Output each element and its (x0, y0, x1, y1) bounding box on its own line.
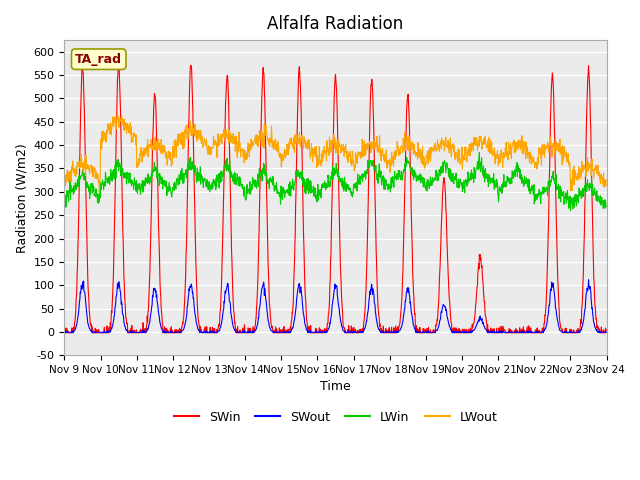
SWin (420, 326, 428, 332)
SWin (61, 328, 68, 334)
LWout (168, 158, 176, 164)
SWin (243, 330, 250, 336)
Line: SWout: SWout (65, 280, 606, 332)
SWout (602, 329, 610, 335)
SWout (242, 329, 250, 335)
LWin (602, 204, 610, 209)
SWin (491, 330, 499, 336)
LWin (566, 208, 574, 214)
SWout (61, 329, 68, 335)
Legend: SWin, SWout, LWin, LWout: SWin, SWout, LWin, LWout (168, 406, 502, 429)
LWout (491, 155, 499, 160)
LWin (242, 197, 250, 203)
Y-axis label: Radiation (W/m2): Radiation (W/m2) (15, 143, 28, 252)
SWin (61, 330, 68, 336)
SWout (538, 329, 546, 335)
SWout (490, 328, 498, 334)
LWout (114, 110, 122, 116)
SWin (168, 328, 176, 334)
Line: LWout: LWout (65, 113, 606, 192)
LWout (182, 131, 189, 137)
SWin (182, 273, 189, 278)
SWout (419, 328, 427, 334)
LWin (538, 189, 546, 194)
SWin (539, 325, 547, 331)
LWout (602, 177, 610, 183)
LWin (181, 171, 189, 177)
Title: Alfalfa Radiation: Alfalfa Radiation (268, 15, 404, 33)
SWout (168, 329, 175, 335)
Line: LWin: LWin (65, 152, 606, 211)
X-axis label: Time: Time (320, 381, 351, 394)
LWin (491, 187, 499, 192)
SWout (181, 322, 189, 327)
LWout (539, 151, 547, 157)
LWin (419, 184, 427, 190)
LWout (243, 153, 250, 159)
Line: SWin: SWin (65, 63, 606, 333)
SWin (115, 60, 122, 66)
LWin (168, 194, 175, 200)
LWout (420, 154, 428, 160)
SWin (602, 327, 610, 333)
LWout (95, 190, 103, 195)
LWout (61, 180, 68, 185)
Text: TA_rad: TA_rad (76, 53, 122, 66)
LWin (61, 204, 68, 210)
LWin (476, 149, 483, 155)
SWout (585, 277, 593, 283)
